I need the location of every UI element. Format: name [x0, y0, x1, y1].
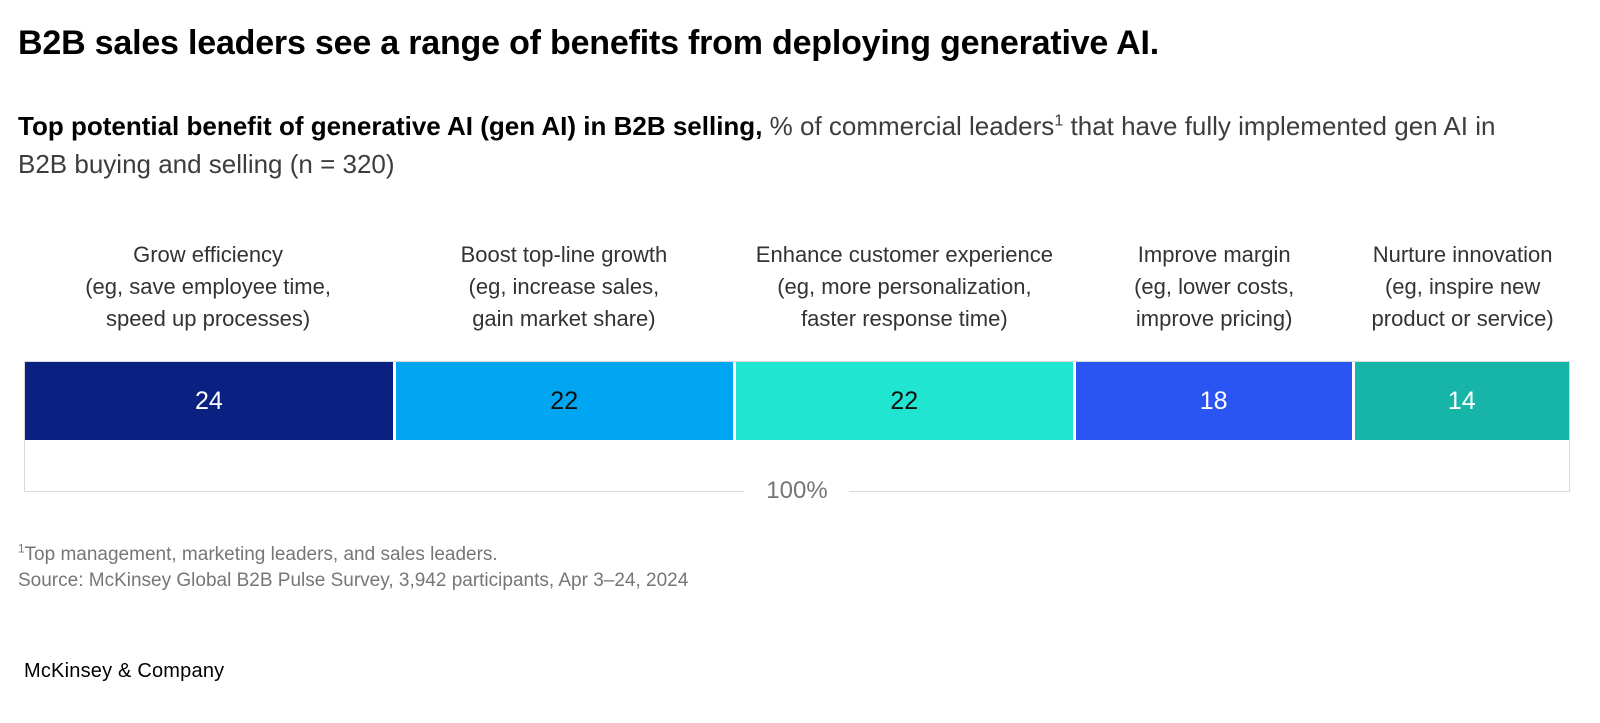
- bar-segment-nurture-innovation: 14: [1354, 362, 1570, 440]
- chart-subtitle-regular: % of commercial leaders: [762, 111, 1055, 141]
- chart-subtitle-regular-2: that have fully implemented gen AI in B2…: [18, 111, 1496, 179]
- category-label-nurture-innovation: Nurture innovation (eg, inspire new prod…: [1355, 239, 1570, 335]
- footnote-text: Top management, marketing leaders, and s…: [24, 544, 498, 565]
- stacked-bar: 24 22 22 18 14: [25, 362, 1570, 440]
- bar-segment-boost-top-line-growth: 22: [395, 362, 733, 440]
- bar-segment-value: 24: [194, 386, 223, 415]
- bar-segment-enhance-customer-experience: 22: [735, 362, 1073, 440]
- bar-segment-grow-efficiency: 24: [25, 362, 393, 440]
- footnote-reference: 1: [1054, 111, 1064, 130]
- category-label-text: Boost top-line growth (eg, increase sale…: [460, 242, 668, 331]
- bar-segment-improve-margin: 18: [1075, 362, 1352, 440]
- footnote-marker: 1: [18, 542, 25, 556]
- bar-segment-value: 22: [550, 386, 579, 415]
- category-label-enhance-customer-experience: Enhance customer experience (eg, more pe…: [736, 239, 1073, 335]
- category-labels-row: Grow efficiency (eg, save employee time,…: [24, 239, 1570, 335]
- page-title: B2B sales leaders see a range of benefit…: [18, 24, 1159, 62]
- category-label-text: Grow efficiency (eg, save employee time,…: [85, 242, 331, 331]
- bar-segment-value: 22: [890, 386, 919, 415]
- category-label-grow-efficiency: Grow efficiency (eg, save employee time,…: [24, 239, 392, 335]
- chart-subtitle-bold: Top potential benefit of generative AI (…: [18, 111, 763, 141]
- category-label-text: Nurture innovation (eg, inspire new prod…: [1371, 242, 1554, 331]
- chart-subtitle: Top potential benefit of generative AI (…: [18, 107, 1528, 183]
- footnotes: 1Top management, marketing leaders, and …: [18, 542, 1576, 594]
- mckinsey-logo: McKinsey & Company: [24, 660, 225, 682]
- category-label-text: Enhance customer experience (eg, more pe…: [755, 242, 1053, 331]
- category-label-text: Improve margin (eg, lower costs, improve…: [1134, 242, 1295, 331]
- category-label-boost-top-line-growth: Boost top-line growth (eg, increase sale…: [395, 239, 732, 335]
- bar-segment-value: 18: [1199, 386, 1228, 415]
- hundred-percent-frame: 24 22 22 18 14 100%: [24, 361, 1570, 505]
- category-label-improve-margin: Improve margin (eg, lower costs, improve…: [1076, 239, 1352, 335]
- footnote-line: 1Top management, marketing leaders, and …: [18, 542, 1576, 568]
- total-percentage-label: 100%: [744, 477, 850, 505]
- bar-segment-value: 14: [1447, 386, 1476, 415]
- source-line: Source: McKinsey Global B2B Pulse Survey…: [18, 570, 689, 591]
